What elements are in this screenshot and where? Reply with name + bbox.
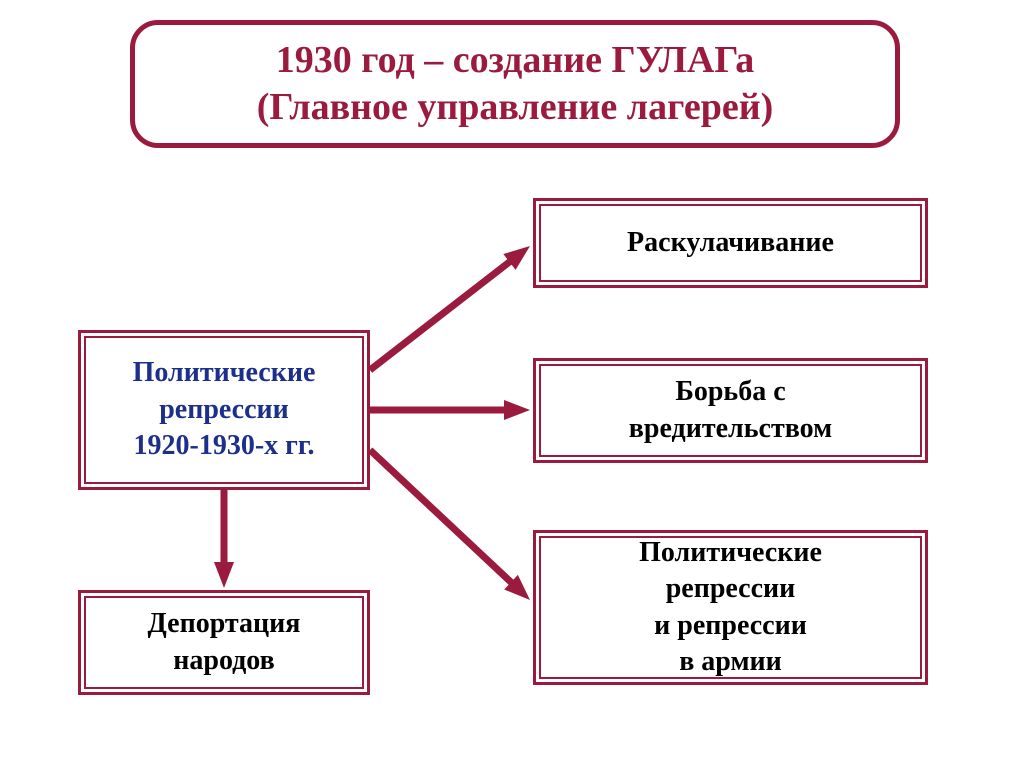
target-node-3: Политические репрессии и репрессии в арм… — [533, 530, 928, 685]
source-line3: 1920-1930-х гг. — [134, 430, 315, 461]
target2-line2: вредительством — [629, 413, 832, 444]
target3-line3: и репрессии — [654, 610, 807, 641]
target4-line1: Депортация — [148, 608, 301, 639]
target3-line1: Политические — [639, 537, 822, 568]
target-node-4: Депортация народов — [78, 590, 370, 695]
source-line1: Политические — [133, 357, 316, 388]
target3-line2: репрессии — [666, 573, 796, 604]
source-text: Политические репрессии 1920-1930-х гг. — [133, 355, 316, 464]
target3-line4: в армии — [679, 646, 782, 677]
target4-line2: народов — [173, 645, 275, 676]
target3-text: Политические репрессии и репрессии в арм… — [639, 535, 822, 681]
title-line2: (Главное управление лагерей) — [257, 86, 774, 128]
target1-text: Раскулачивание — [627, 225, 834, 261]
source-line2: репрессии — [159, 394, 289, 425]
target4-text: Депортация народов — [148, 606, 301, 679]
title-line1: 1930 год – создание ГУЛАГа — [276, 39, 754, 81]
target2-line1: Борьба с — [675, 376, 785, 407]
title-box: 1930 год – создание ГУЛАГа (Главное упра… — [130, 20, 900, 148]
target-node-2: Борьба с вредительством — [533, 358, 928, 463]
source-node: Политические репрессии 1920-1930-х гг. — [78, 330, 370, 490]
title-text: 1930 год – создание ГУЛАГа (Главное упра… — [257, 37, 774, 132]
target2-text: Борьба с вредительством — [629, 374, 832, 447]
target-node-1: Раскулачивание — [533, 198, 928, 288]
